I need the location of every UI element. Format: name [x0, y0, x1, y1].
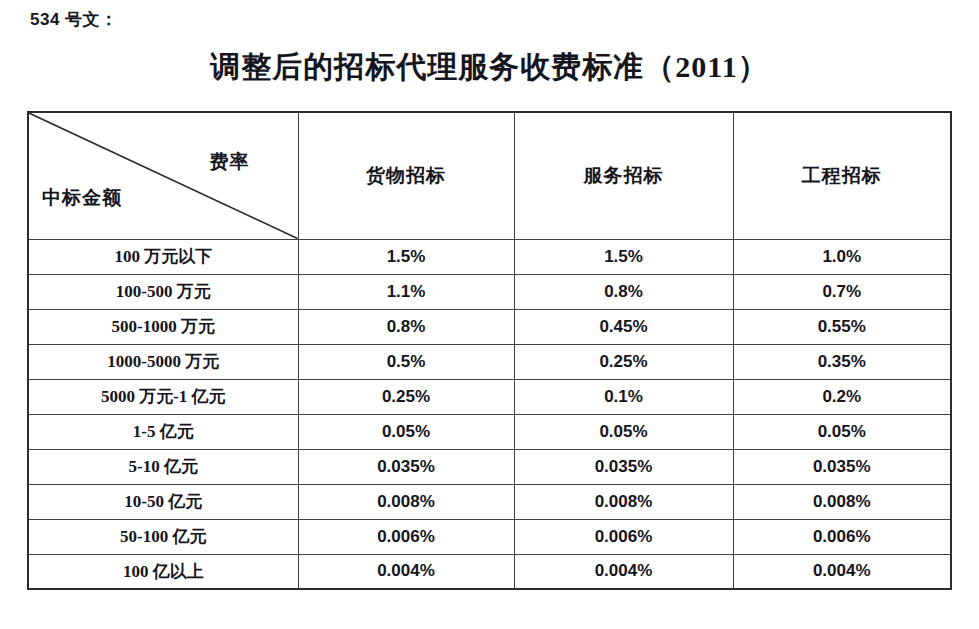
- table-row: 5000 万元-1 亿元 0.25% 0.1% 0.2%: [28, 379, 951, 414]
- service-rate: 0.45%: [514, 309, 733, 344]
- goods-rate: 0.05%: [298, 414, 514, 449]
- table-row: 100 亿以上 0.004% 0.004% 0.004%: [28, 554, 951, 589]
- amount-range: 1000-5000 万元: [28, 344, 298, 379]
- engineering-rate: 0.7%: [733, 274, 951, 309]
- engineering-rate: 0.004%: [733, 554, 951, 589]
- diagonal-header-cell: 费率 中标金额: [28, 112, 298, 239]
- amount-range: 5000 万元-1 亿元: [28, 379, 298, 414]
- engineering-rate: 0.035%: [733, 449, 951, 484]
- engineering-rate: 0.008%: [733, 484, 951, 519]
- service-rate: 0.004%: [514, 554, 733, 589]
- goods-rate: 0.5%: [298, 344, 514, 379]
- column-header-service: 服务招标: [514, 112, 733, 239]
- service-rate: 0.05%: [514, 414, 733, 449]
- table-row: 500-1000 万元 0.8% 0.45% 0.55%: [28, 309, 951, 344]
- column-header-goods: 货物招标: [298, 112, 514, 239]
- goods-rate: 1.5%: [298, 239, 514, 274]
- page-title: 调整后的招标代理服务收费标准（2011）: [0, 47, 979, 88]
- table-row: 5-10 亿元 0.035% 0.035% 0.035%: [28, 449, 951, 484]
- service-rate: 0.1%: [514, 379, 733, 414]
- goods-rate: 0.25%: [298, 379, 514, 414]
- table-row: 1000-5000 万元 0.5% 0.25% 0.35%: [28, 344, 951, 379]
- fee-standards-table: 费率 中标金额 货物招标 服务招标 工程招标 100 万元以下 1.5% 1.5…: [27, 111, 952, 590]
- table-row: 100 万元以下 1.5% 1.5% 1.0%: [28, 239, 951, 274]
- amount-range: 100-500 万元: [28, 274, 298, 309]
- engineering-rate: 0.006%: [733, 519, 951, 554]
- goods-rate: 1.1%: [298, 274, 514, 309]
- table-row: 50-100 亿元 0.006% 0.006% 0.006%: [28, 519, 951, 554]
- service-rate: 0.008%: [514, 484, 733, 519]
- amount-range: 5-10 亿元: [28, 449, 298, 484]
- table-row: 10-50 亿元 0.008% 0.008% 0.008%: [28, 484, 951, 519]
- corner-label-bid-amount: 中标金额: [42, 185, 122, 211]
- table-row: 1-5 亿元 0.05% 0.05% 0.05%: [28, 414, 951, 449]
- document-number-label: 534 号文：: [30, 8, 118, 31]
- goods-rate: 0.8%: [298, 309, 514, 344]
- engineering-rate: 1.0%: [733, 239, 951, 274]
- service-rate: 0.8%: [514, 274, 733, 309]
- table-header-row: 费率 中标金额 货物招标 服务招标 工程招标: [28, 112, 951, 239]
- amount-range: 100 万元以下: [28, 239, 298, 274]
- corner-label-fee-rate: 费率: [210, 149, 250, 175]
- goods-rate: 0.035%: [298, 449, 514, 484]
- goods-rate: 0.006%: [298, 519, 514, 554]
- table-row: 100-500 万元 1.1% 0.8% 0.7%: [28, 274, 951, 309]
- amount-range: 1-5 亿元: [28, 414, 298, 449]
- engineering-rate: 0.35%: [733, 344, 951, 379]
- service-rate: 1.5%: [514, 239, 733, 274]
- engineering-rate: 0.2%: [733, 379, 951, 414]
- amount-range: 10-50 亿元: [28, 484, 298, 519]
- goods-rate: 0.004%: [298, 554, 514, 589]
- amount-range: 100 亿以上: [28, 554, 298, 589]
- diagonal-divider-line: [29, 113, 298, 239]
- column-header-engineering: 工程招标: [733, 112, 951, 239]
- goods-rate: 0.008%: [298, 484, 514, 519]
- engineering-rate: 0.05%: [733, 414, 951, 449]
- service-rate: 0.25%: [514, 344, 733, 379]
- amount-range: 50-100 亿元: [28, 519, 298, 554]
- service-rate: 0.006%: [514, 519, 733, 554]
- service-rate: 0.035%: [514, 449, 733, 484]
- amount-range: 500-1000 万元: [28, 309, 298, 344]
- engineering-rate: 0.55%: [733, 309, 951, 344]
